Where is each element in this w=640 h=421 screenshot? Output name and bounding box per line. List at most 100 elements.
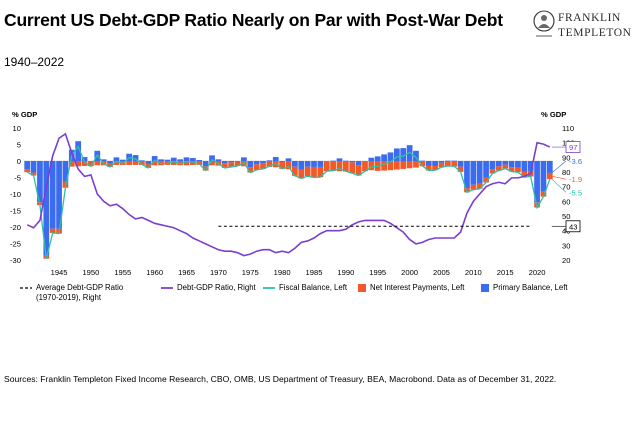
left-tick-label: 0 xyxy=(17,157,21,166)
interest-bar xyxy=(425,165,432,171)
left-tick-label: 5 xyxy=(17,141,21,150)
primary-bar xyxy=(311,161,317,167)
left-tick-label: -5 xyxy=(14,174,21,183)
interest-bar xyxy=(228,162,235,167)
interest-bar xyxy=(145,163,152,168)
interest-bar xyxy=(508,167,515,172)
interest-bar xyxy=(413,161,419,168)
interest-bar xyxy=(489,169,496,174)
x-tick-label: 1945 xyxy=(51,268,68,277)
primary-bar xyxy=(183,157,190,161)
x-tick-label: 2010 xyxy=(465,268,482,277)
interest-bar xyxy=(304,166,311,177)
primary-bar xyxy=(196,160,203,161)
interest-bar xyxy=(30,172,37,176)
interest-bar xyxy=(311,166,317,178)
seal-icon xyxy=(533,10,555,37)
primary-bar xyxy=(362,161,368,162)
left-tick-label: -20 xyxy=(10,223,21,232)
interest-bar xyxy=(362,161,368,172)
primary-bar xyxy=(400,148,407,161)
left-tick-label: -10 xyxy=(10,190,21,199)
primary-bar xyxy=(374,156,381,161)
primary-bar xyxy=(432,161,438,166)
primary-bar xyxy=(292,161,298,167)
x-tick-label: 2005 xyxy=(433,268,450,277)
right-tick-label: 20 xyxy=(562,256,570,265)
interest-bar xyxy=(190,161,196,165)
interest-bar xyxy=(515,167,521,173)
primary-bar xyxy=(387,152,394,161)
primary-bar xyxy=(202,161,209,167)
legend-swatch-fiscal xyxy=(263,287,275,289)
primary-bar xyxy=(508,161,515,168)
right-tick-label: 110 xyxy=(562,124,574,133)
logo-line-1: FRANKLIN xyxy=(558,12,621,24)
legend-label-debt: Debt-GDP Ratio, Right xyxy=(177,283,256,292)
interest-bar xyxy=(349,162,356,174)
primary-bar xyxy=(209,155,215,161)
interest-bar xyxy=(387,161,394,171)
end-label-debt: 97 xyxy=(569,143,577,152)
interest-bar xyxy=(75,161,82,167)
fiscal-balance-line xyxy=(26,145,551,259)
interest-bar xyxy=(483,177,489,183)
interest-bar xyxy=(260,163,266,169)
interest-bar xyxy=(330,161,336,171)
primary-bar xyxy=(56,161,62,229)
logo-line-2: TEMPLETON xyxy=(558,27,632,39)
left-tick-label: -30 xyxy=(10,256,21,265)
right-tick-label: 30 xyxy=(562,241,570,250)
interest-bar xyxy=(476,183,483,189)
x-tick-label: 1950 xyxy=(82,268,99,277)
interest-bar xyxy=(432,165,438,171)
primary-bar xyxy=(336,158,343,161)
interest-bar xyxy=(323,161,330,172)
interest-bar xyxy=(113,161,120,165)
interest-bar xyxy=(266,161,273,167)
x-tick-label: 1970 xyxy=(210,268,227,277)
end-label-interest: -1.9 xyxy=(569,175,582,184)
x-tick-label: 1990 xyxy=(337,268,354,277)
right-tick-label: 80 xyxy=(562,168,570,177)
legend-item-primary: Primary Balance, Left xyxy=(479,283,568,293)
primary-bar xyxy=(502,161,509,165)
primary-bar xyxy=(253,161,260,165)
primary-bar xyxy=(37,161,43,203)
legend-label-primary: Primary Balance, Left xyxy=(493,283,568,292)
franklin-templeton-logo: FRANKLIN TEMPLETON xyxy=(532,8,640,42)
primary-bar xyxy=(43,161,50,256)
primary-bar xyxy=(30,161,37,173)
interest-bar xyxy=(444,161,451,167)
interest-bar xyxy=(132,161,139,165)
interest-bar xyxy=(502,164,509,169)
x-tick-label: 1955 xyxy=(114,268,131,277)
interest-bar xyxy=(381,161,387,171)
interest-bar xyxy=(139,161,145,165)
legend-label-average: Average Debt-GDP Ratio (1970-2019), Right xyxy=(36,283,124,302)
interest-bar xyxy=(279,161,285,169)
legend-label-fiscal: Fiscal Balance, Left xyxy=(279,283,348,292)
left-tick-label: -25 xyxy=(10,240,21,249)
primary-bar xyxy=(100,159,107,161)
primary-bar xyxy=(215,159,222,161)
interest-bar xyxy=(81,161,88,166)
interest-bar xyxy=(107,162,113,167)
interest-bar xyxy=(336,161,343,172)
primary-bar xyxy=(164,159,171,161)
interest-bar xyxy=(368,161,375,171)
primary-bar xyxy=(464,161,470,189)
primary-bar xyxy=(527,161,534,171)
legend-label-interest: Net Interest Payments, Left xyxy=(370,283,465,292)
interest-bar xyxy=(94,161,101,166)
end-label-fiscal: -5.5 xyxy=(569,188,582,197)
interest-bar xyxy=(183,161,190,166)
x-tick-label: 1985 xyxy=(306,268,323,277)
primary-bar xyxy=(425,161,432,166)
end-label-leader-primary xyxy=(551,160,567,174)
primary-bar xyxy=(349,161,356,163)
interest-bar xyxy=(202,166,209,171)
interest-bar xyxy=(438,162,445,168)
primary-bar xyxy=(483,161,489,178)
primary-bar xyxy=(145,161,152,164)
